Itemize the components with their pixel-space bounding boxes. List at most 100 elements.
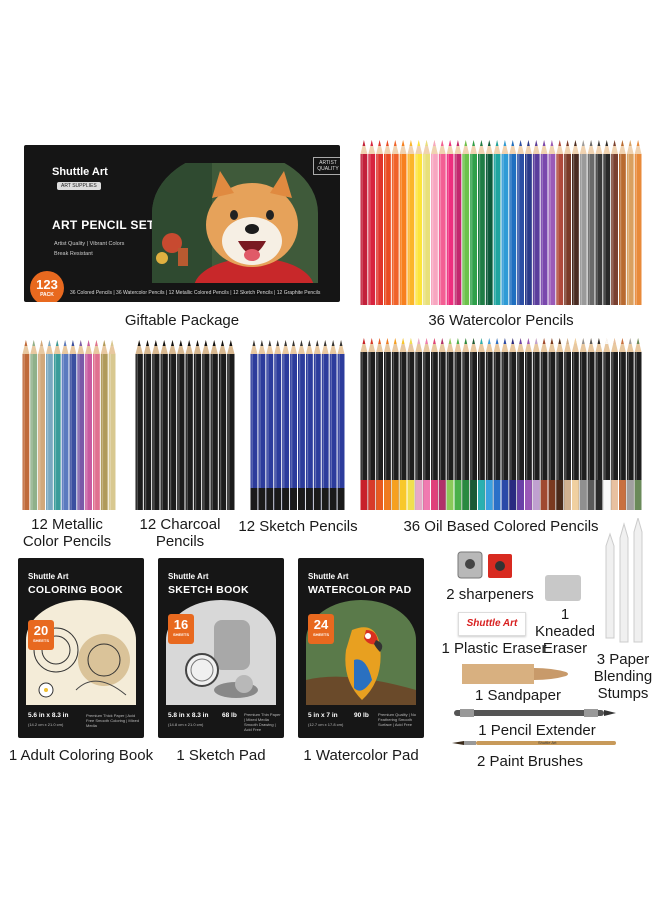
metallic-pencil-7: [69, 340, 77, 510]
coloring-sheets-unit: SHEETS: [32, 638, 49, 643]
sharpeners: [457, 551, 512, 579]
oil-pencil-16: [478, 338, 485, 510]
oil-pencil-29: [579, 338, 587, 510]
sketch-pencil-6: [290, 340, 297, 510]
watercolor-pad-title: WATERCOLOR PAD: [308, 584, 412, 596]
watercolor-pencil-28: [572, 140, 579, 305]
sketch-book-brand: Shuttle Art: [168, 572, 209, 581]
oil-pencil-33: [611, 338, 618, 510]
oil-pencil-8: [415, 338, 423, 510]
sketch-pencil-3: [266, 340, 274, 510]
oil-pencil-34: [619, 338, 626, 510]
coloring-book-size-cm: (14.2 cm x 21.0 cm): [28, 722, 64, 727]
oil-pencil-24: [540, 338, 548, 510]
watercolor-pad-sheets: 24 SHEETS: [308, 614, 334, 644]
watercolor-pencil-10: [431, 140, 438, 305]
watercolor-pad-size-cm: (12.7 cm x 17.8 cm): [308, 722, 344, 727]
metallic-pencil-9: [85, 340, 92, 510]
oil-pencil-23: [532, 338, 540, 510]
caption-oil: 36 Oil Based Colored Pencils: [403, 518, 599, 535]
package-title: ART PENCIL SET: [52, 218, 155, 232]
oil-pencil-5: [391, 338, 399, 510]
caption-charcoal: 12 Charcoal Pencils: [139, 516, 221, 550]
oil-pencil-13: [454, 338, 462, 510]
sketch-sheets-count: 16: [173, 617, 189, 632]
metallic-pencil-4: [46, 340, 53, 510]
package-feature-1: Artist Quality | Vibrant Colors: [54, 241, 125, 247]
sketch-book-title: SKETCH BOOK: [168, 584, 249, 596]
watercolor-pad: Shuttle Art WATERCOLOR PAD 24 SHEETS 5 i…: [298, 558, 424, 738]
watercolor-pencil-13: [454, 140, 462, 305]
watercolor-pencil-21: [517, 140, 524, 305]
metallic-pencil-10: [93, 340, 100, 510]
caption-metallic: 12 Metallic Color Pencils: [22, 516, 112, 550]
metallic-pencil-11: [100, 340, 108, 510]
watercolor-pencil-35: [626, 140, 634, 305]
watercolor-pencil-26: [556, 140, 564, 305]
watercolor-pencil-17: [485, 140, 493, 305]
package-brand: Shuttle Art: [52, 166, 108, 178]
oil-pencil-7: [407, 338, 415, 510]
charcoal-pencil-9: [202, 340, 210, 510]
watercolor-pencil-20: [509, 140, 517, 305]
sketch-pencil-4: [274, 340, 282, 510]
metallic-pencil-1: [22, 340, 30, 510]
caption-kneaded: 1 Kneaded Eraser: [534, 606, 596, 657]
metallic-pencil-3: [38, 340, 45, 510]
watercolor-pencil-31: [595, 140, 603, 305]
sandpaper: [462, 664, 568, 684]
watercolor-pencil-3: [376, 140, 383, 305]
metallic-pencil-8: [77, 340, 85, 510]
oil-pencil-10: [431, 338, 438, 510]
pencil-extender: [454, 709, 616, 717]
oil-pencils: [360, 338, 642, 510]
quality-badge: ARTIST QUALITY: [313, 157, 340, 175]
caption-sketch-pad: 1 Sketch Pad: [176, 747, 266, 764]
metallic-pencil-6: [61, 340, 69, 510]
count-badge: 123 PACK: [30, 271, 64, 302]
oil-pencil-2: [368, 338, 376, 510]
sketch-pencil-1: [250, 340, 258, 510]
charcoal-pencil-6: [177, 340, 185, 510]
charcoal-pencil-4: [160, 340, 168, 510]
charcoal-pencil-3: [152, 340, 160, 510]
oil-pencil-3: [376, 338, 383, 510]
watercolor-pencil-4: [384, 140, 391, 305]
oil-pencil-22: [525, 338, 532, 510]
coloring-book-notes: Premium Thick Paper | Acid Free Smooth C…: [86, 713, 140, 728]
watercolor-pencil-34: [619, 140, 626, 305]
sketch-book-size: 5.8 in x 8.3 in: [168, 712, 209, 719]
oil-pencil-32: [603, 338, 611, 510]
watercolor-pencil-30: [587, 140, 595, 305]
sketch-pencil-11: [329, 340, 337, 510]
watercolor-pencil-15: [470, 140, 477, 305]
watercolor-pencil-18: [493, 140, 501, 305]
watercolor-pencil-25: [548, 140, 556, 305]
paint-brushes: [452, 741, 616, 745]
contents-strip: 36 Colored Pencils | 36 Watercolor Penci…: [70, 290, 321, 296]
coloring-book-title: COLORING BOOK: [28, 584, 123, 596]
sketch-book-weight: 68 lb: [222, 712, 237, 719]
oil-pencil-19: [501, 338, 509, 510]
watercolor-pencil-8: [415, 140, 423, 305]
coloring-book: Shuttle Art COLORING BOOK 20 SHEETS 5.6 …: [18, 558, 144, 738]
sketch-sheets-unit: SHEETS: [172, 632, 189, 637]
watercolor-sheets-unit: SHEETS: [312, 632, 329, 637]
blending-stumps: [605, 518, 643, 643]
oil-pencil-27: [564, 338, 571, 510]
charcoal-pencils: [135, 340, 235, 510]
watercolor-pencil-11: [438, 140, 446, 305]
watercolor-pencil-6: [399, 140, 407, 305]
sketch-pencil-12: [337, 340, 345, 510]
watercolor-pencil-33: [611, 140, 618, 305]
watercolor-pencil-22: [525, 140, 532, 305]
oil-pencil-15: [470, 338, 477, 510]
sketch-pencil-10: [321, 340, 329, 510]
oil-pencil-21: [517, 338, 524, 510]
caption-watercolor: 36 Watercolor Pencils: [428, 312, 574, 329]
oil-pencil-20: [509, 338, 517, 510]
oil-pencil-9: [423, 338, 430, 510]
oil-pencil-18: [493, 338, 501, 510]
caption-extender: 1 Pencil Extender: [478, 722, 596, 739]
sketch-pencil-5: [282, 340, 290, 510]
